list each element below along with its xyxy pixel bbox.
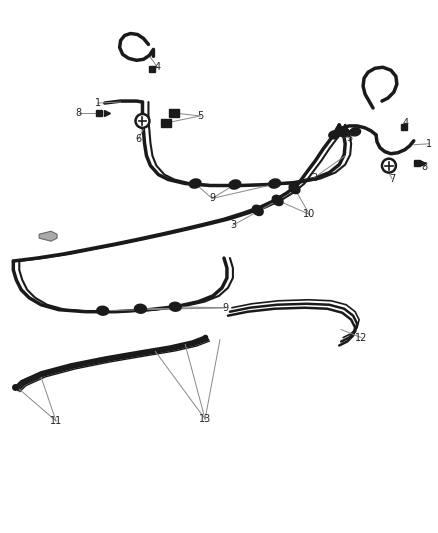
Bar [161,119,171,127]
Text: 5: 5 [346,133,352,143]
Text: 4: 4 [403,118,409,128]
Circle shape [135,114,149,128]
Text: 6: 6 [135,134,141,144]
Ellipse shape [189,179,201,188]
Ellipse shape [252,205,263,215]
Ellipse shape [170,302,181,311]
Text: 3: 3 [230,220,236,230]
Text: 13: 13 [199,414,211,424]
Text: 12: 12 [355,333,367,343]
Ellipse shape [329,131,340,139]
Ellipse shape [97,306,109,315]
Ellipse shape [229,180,241,189]
Text: 1: 1 [426,139,432,149]
Text: 11: 11 [50,416,62,426]
Polygon shape [39,231,57,241]
Text: 5: 5 [197,111,203,121]
Text: 8: 8 [422,161,428,172]
Bar [170,109,179,117]
Text: 7: 7 [389,174,395,183]
Text: 9: 9 [209,193,215,204]
Text: 2: 2 [311,173,318,183]
Ellipse shape [134,304,146,313]
Text: 8: 8 [76,108,82,118]
Text: 9: 9 [222,303,228,313]
Text: 4: 4 [154,62,160,72]
Ellipse shape [272,195,283,206]
Text: 1: 1 [95,98,101,108]
Ellipse shape [269,179,280,188]
Ellipse shape [350,128,360,136]
Ellipse shape [339,129,350,137]
Ellipse shape [289,183,300,193]
Circle shape [382,159,396,173]
Text: 10: 10 [303,209,315,220]
